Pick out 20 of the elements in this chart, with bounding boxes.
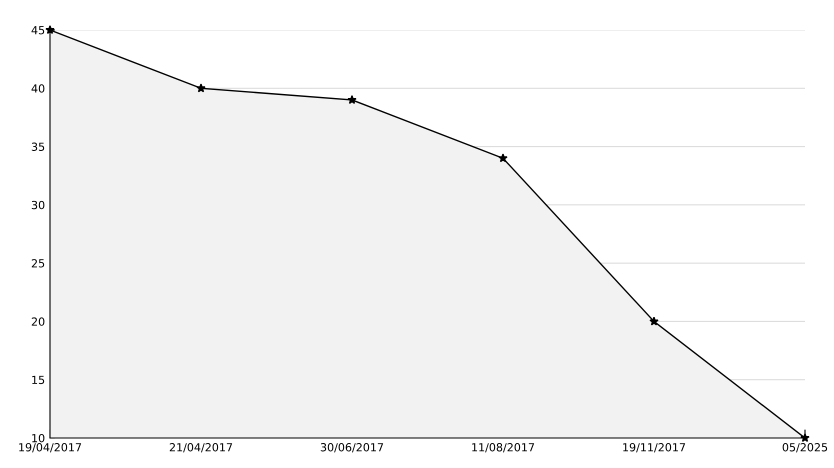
y-tick-label: 45 [32, 26, 44, 34]
point [45, 25, 55, 34]
point [498, 153, 508, 162]
x-tick-label: 19/04/2017 [19, 443, 82, 452]
x-tick-label: 05/2025 [782, 443, 828, 452]
point [800, 433, 810, 442]
y-tick-label: 40 [32, 84, 44, 93]
point [347, 95, 357, 104]
x-tick-label: 30/06/2017 [320, 443, 384, 452]
x-tick-label: 21/04/2017 [170, 443, 232, 452]
point [196, 83, 206, 92]
y-tick-label: 30 [32, 200, 44, 210]
y-tick-label: 25 [32, 259, 44, 268]
y-tick-label: 10 [32, 434, 44, 442]
x-tick-label: 19/11/2017 [623, 443, 686, 452]
y-tick-label: 15 [32, 376, 44, 384]
point [649, 316, 659, 326]
x-tick-label: 11/08/2017 [472, 443, 534, 452]
y-tick-label: 20 [32, 317, 44, 326]
y-tick-label: 35 [32, 142, 44, 151]
